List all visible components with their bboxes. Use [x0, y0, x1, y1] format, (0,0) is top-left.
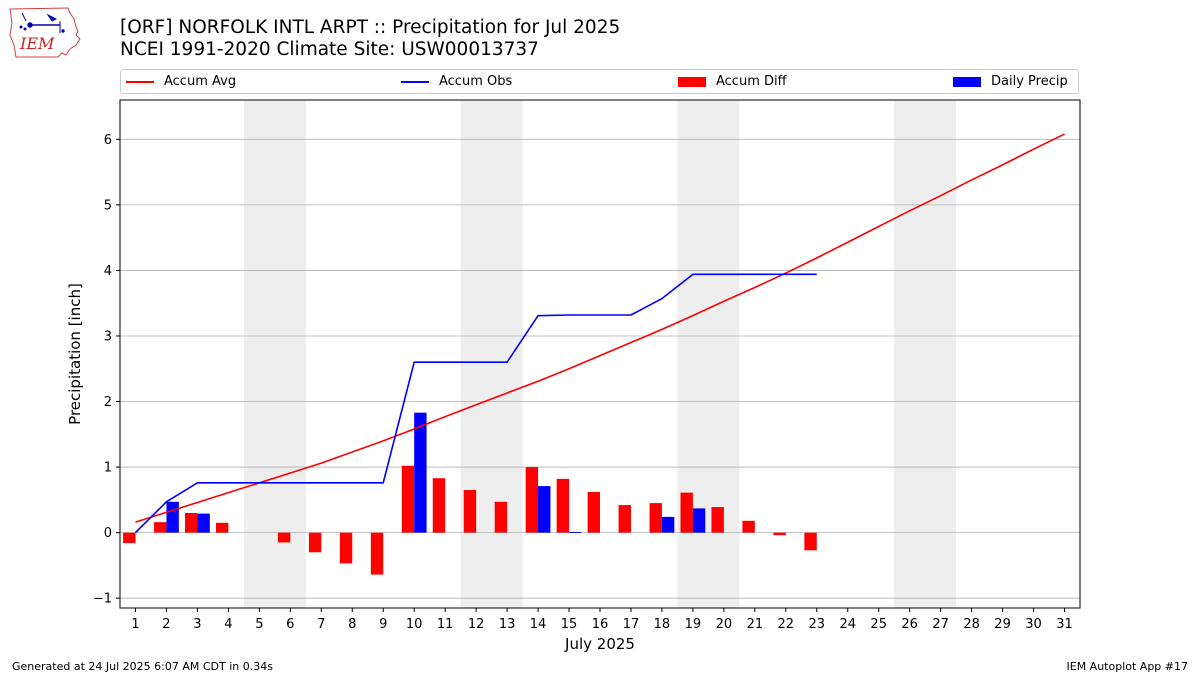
x-tick-label: 18 — [654, 617, 671, 632]
chart-title: [ORF] NORFOLK INTL ARPT :: Precipitation… — [120, 17, 621, 38]
x-tick-label: 7 — [317, 617, 325, 632]
legend-item-accum-diff: Accum Diff — [678, 70, 787, 93]
legend-swatch-blue-line — [401, 80, 429, 83]
weekend-shade — [243, 100, 306, 608]
x-tick-label: 8 — [348, 617, 356, 632]
x-tick-label: 9 — [379, 617, 387, 632]
x-tick-label: 6 — [286, 617, 294, 632]
x-tick-label: 19 — [685, 617, 702, 632]
accum-diff-bar — [185, 512, 198, 533]
accum-diff-bar — [680, 492, 693, 533]
x-tick-label: 17 — [623, 617, 640, 632]
x-tick-label: 12 — [468, 617, 485, 632]
y-tick-label: 3 — [104, 329, 112, 344]
accum-diff-bar — [556, 478, 570, 533]
daily-precip-bar — [692, 508, 706, 533]
chart-subtitle: NCEI 1991-2020 Climate Site: USW00013737 — [120, 39, 539, 60]
x-tick-label: 2 — [162, 617, 170, 632]
accum-diff-bar — [494, 501, 508, 533]
legend-swatch-red-box — [678, 76, 706, 87]
y-tick-label: 6 — [104, 133, 112, 148]
y-axis-ticks: −1 0 1 2 3 4 5 6 — [93, 133, 120, 607]
daily-precip-bar — [538, 486, 551, 533]
legend-item-daily-precip: Daily Precip — [953, 70, 1068, 93]
legend-label: Accum Diff — [716, 74, 787, 89]
y-tick-label: 5 — [104, 198, 112, 213]
iem-logo: IEM — [9, 7, 81, 58]
accum-diff-bar — [216, 522, 229, 533]
x-tick-label: 27 — [932, 617, 949, 632]
accum-diff-bar — [432, 478, 446, 533]
x-tick-label: 13 — [499, 617, 516, 632]
legend-label: Accum Avg — [164, 74, 237, 89]
accum-diff-bar — [773, 532, 786, 536]
legend: Accum Avg Accum Obs Accum Diff Daily Pre… — [120, 69, 1079, 94]
accum-avg-line — [135, 133, 1065, 523]
y-tick-label: 2 — [104, 395, 112, 410]
accum-diff-bar — [308, 532, 322, 553]
x-tick-label: 25 — [870, 617, 887, 632]
x-tick-label: 20 — [716, 617, 733, 632]
legend-swatch-blue-box — [953, 76, 981, 87]
legend-item-accum-avg: Accum Avg — [126, 70, 236, 93]
line-series — [134, 133, 1065, 534]
daily-precip-bar — [197, 513, 210, 533]
accum-diff-bar — [154, 522, 167, 533]
daily-precip-bar — [661, 516, 675, 533]
x-tick-label: 4 — [224, 617, 232, 632]
accum-diff-bar — [277, 532, 291, 543]
x-tick-label: 28 — [963, 617, 980, 632]
accum-diff-bar — [463, 490, 477, 533]
legend-label: Daily Precip — [991, 74, 1068, 89]
x-tick-label: 11 — [437, 617, 454, 632]
accum-diff-bar — [618, 505, 631, 533]
x-tick-label: 16 — [592, 617, 609, 632]
accum-diff-bar — [123, 532, 136, 544]
daily-precip-bar — [166, 501, 179, 533]
accum-obs-line — [134, 273, 817, 534]
y-axis-label: Precipitation [inch] — [66, 283, 84, 425]
x-tick-label: 31 — [1056, 617, 1073, 632]
x-tick-label: 29 — [994, 617, 1011, 632]
legend-swatch-red-line — [126, 80, 154, 83]
x-tick-label: 3 — [193, 617, 201, 632]
accum-diff-bar — [587, 491, 600, 533]
x-axis-label: July 2025 — [564, 635, 635, 653]
accum-diff-bar — [370, 532, 384, 575]
daily-precip-bar — [569, 531, 582, 533]
x-tick-label: 14 — [530, 617, 547, 632]
x-tick-label: 24 — [839, 617, 856, 632]
x-axis-ticks: 1 2 3 4 5 6 7 8 9 10 11 12 13 14 15 16 17 18 19 20 21 22 23 24 2… — [131, 608, 1073, 632]
accum-diff-bar — [649, 503, 662, 533]
accum-diff-bar — [339, 532, 353, 564]
x-tick-label: 26 — [901, 617, 918, 632]
daily-precip-bar — [414, 412, 427, 533]
accum-diff-bar — [401, 465, 415, 533]
y-tick-label: −1 — [93, 592, 112, 607]
y-tick-label: 4 — [104, 264, 112, 279]
accum-diff-bar — [711, 507, 724, 533]
legend-item-accum-obs: Accum Obs — [401, 70, 512, 93]
bar-series — [123, 412, 817, 575]
legend-label: Accum Obs — [439, 74, 513, 89]
accum-diff-bar — [804, 532, 817, 551]
x-tick-label: 10 — [406, 617, 423, 632]
y-tick-label: 1 — [104, 461, 112, 476]
generated-timestamp: Generated at 24 Jul 2025 6:07 AM CDT in … — [12, 660, 273, 673]
accum-diff-bar — [742, 520, 755, 533]
x-tick-label: 1 — [131, 617, 139, 632]
app-credit: IEM Autoplot App #17 — [1066, 660, 1189, 673]
x-tick-label: 30 — [1025, 617, 1042, 632]
weekend-shade — [894, 100, 957, 608]
x-tick-label: 21 — [747, 617, 764, 632]
x-tick-label: 22 — [778, 617, 795, 632]
y-tick-label: 0 — [104, 526, 112, 541]
x-tick-label: 23 — [809, 617, 826, 632]
weather-symbols-icon — [19, 12, 65, 33]
accum-diff-bar — [525, 467, 539, 533]
x-tick-label: 15 — [561, 617, 578, 632]
logo-text: IEM — [19, 34, 55, 53]
x-tick-label: 5 — [255, 617, 263, 632]
